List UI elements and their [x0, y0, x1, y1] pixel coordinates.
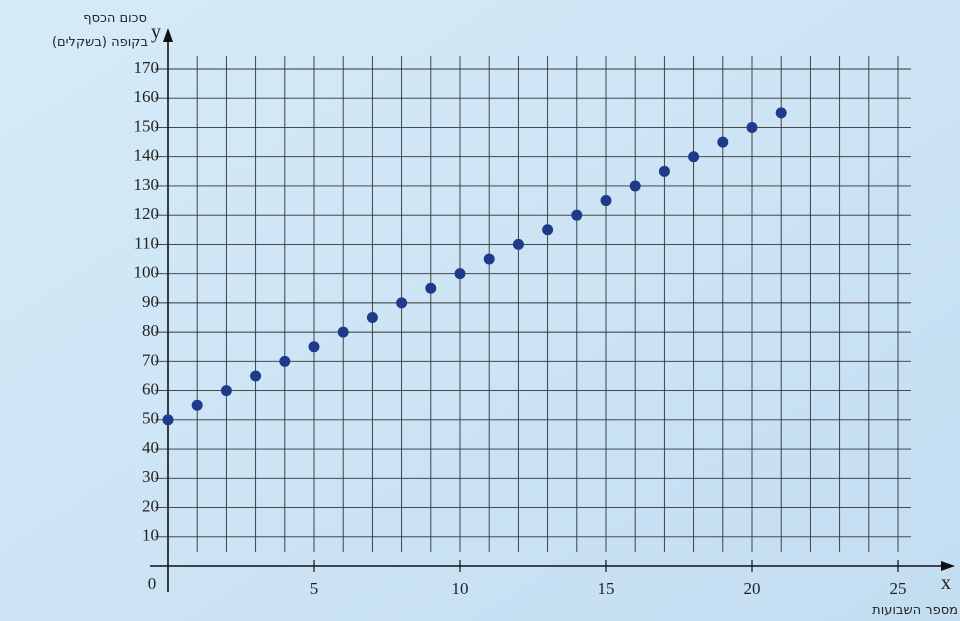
- y-tick-label: 40: [142, 438, 159, 457]
- point: [513, 239, 524, 250]
- y-tick-label: 140: [134, 146, 160, 165]
- x-tick-label: 15: [598, 579, 615, 598]
- x-tick-label: 20: [744, 579, 761, 598]
- y-label: סכום הכסף: [83, 11, 147, 26]
- point: [338, 327, 349, 338]
- x-letter: x: [941, 572, 951, 594]
- point: [250, 370, 261, 381]
- y-tick-label: 20: [142, 496, 159, 515]
- point: [484, 254, 495, 265]
- x-tick-label: 25: [890, 579, 907, 598]
- point: [659, 166, 670, 177]
- point: [455, 268, 466, 279]
- y-tick-label: 130: [134, 175, 160, 194]
- point: [425, 283, 436, 294]
- point: [571, 210, 582, 221]
- y-tick-label: 110: [134, 233, 159, 252]
- y-tick-label: 10: [142, 526, 159, 545]
- chart: סכום הכסף בקופה (בשקלים) y x מספר השבועו…: [0, 0, 960, 621]
- y-tick-label: 50: [142, 409, 159, 428]
- x-label: מספר השבועות: [872, 603, 958, 618]
- y-label: בקופה (בשקלים): [52, 35, 148, 50]
- y-tick-label: 60: [142, 379, 159, 398]
- x-tick-label: 0: [148, 574, 157, 593]
- x-tick-label: 5: [310, 579, 319, 598]
- point: [630, 180, 641, 191]
- point: [542, 224, 553, 235]
- point: [747, 122, 758, 133]
- point: [601, 195, 612, 206]
- point: [396, 297, 407, 308]
- y-tick-label: 100: [134, 263, 160, 282]
- y-letter: y: [151, 21, 161, 43]
- y-tick-label: 30: [142, 467, 159, 486]
- y-tick-label: 160: [134, 87, 160, 106]
- point: [776, 107, 787, 118]
- point: [279, 356, 290, 367]
- point: [717, 137, 728, 148]
- point: [688, 151, 699, 162]
- x-tick-label: 10: [452, 579, 469, 598]
- y-tick-label: 80: [142, 321, 159, 340]
- point: [367, 312, 378, 323]
- point: [192, 400, 203, 411]
- point: [163, 414, 174, 425]
- y-tick-label: 120: [134, 204, 160, 223]
- point: [309, 341, 320, 352]
- point: [221, 385, 232, 396]
- y-tick-label: 90: [142, 292, 159, 311]
- y-tick-label: 150: [134, 116, 160, 135]
- y-tick-label: 70: [142, 350, 159, 369]
- y-tick-label: 170: [134, 58, 160, 77]
